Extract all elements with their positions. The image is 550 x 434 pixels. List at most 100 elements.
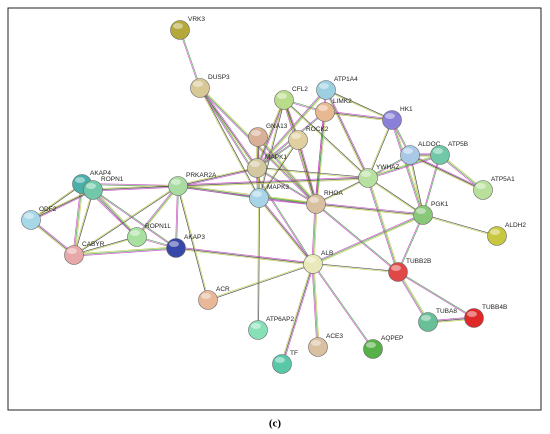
edge <box>258 136 318 204</box>
node-label: TF <box>290 350 298 357</box>
edge <box>283 100 368 179</box>
edge <box>315 204 398 273</box>
edge <box>257 197 259 330</box>
edge <box>282 264 315 365</box>
edge <box>255 89 326 168</box>
edge <box>312 264 398 273</box>
node-circle <box>363 339 383 359</box>
node: CFL2 <box>274 86 308 110</box>
node: ALB <box>303 250 333 274</box>
node-circle <box>400 145 420 165</box>
edge <box>284 99 369 178</box>
edge <box>366 178 398 273</box>
node-circle <box>64 245 84 265</box>
node: DUSP3 <box>190 74 230 98</box>
node-highlight <box>169 241 179 247</box>
edge <box>311 203 316 264</box>
node: YWHAZ <box>358 164 400 188</box>
node: ALDH2 <box>487 222 526 246</box>
node-label: TUBB4B <box>482 304 507 311</box>
node-circle <box>473 180 493 200</box>
node-label: YWHAZ <box>376 164 400 171</box>
edge <box>258 139 298 198</box>
edge <box>311 264 318 348</box>
node-circle <box>168 176 188 196</box>
edge <box>92 189 138 238</box>
edge <box>315 204 423 217</box>
edge <box>312 203 317 265</box>
edge <box>313 263 320 347</box>
edge <box>258 197 314 265</box>
edge <box>177 167 258 187</box>
node-highlight <box>490 229 500 235</box>
edge <box>177 177 369 187</box>
node-circle <box>464 308 484 328</box>
edge <box>200 87 260 198</box>
node: ATP5A1 <box>473 176 515 200</box>
node-label: DUSP3 <box>208 74 230 81</box>
edge <box>257 167 369 178</box>
node-highlight <box>309 197 319 203</box>
edge <box>397 214 423 272</box>
node-circle <box>413 205 433 225</box>
node-highlight <box>86 183 96 189</box>
node: MAPK1 <box>247 154 287 178</box>
node-circle <box>315 102 335 122</box>
edge <box>256 89 327 169</box>
node-highlight <box>250 161 260 167</box>
node: AKAP3 <box>166 234 205 258</box>
node-highlight <box>24 213 34 219</box>
edge <box>200 87 259 168</box>
edge <box>315 111 326 205</box>
edge <box>257 198 313 265</box>
node-circle <box>272 354 292 374</box>
edge <box>136 185 179 238</box>
node: PGK1 <box>413 201 449 225</box>
edge <box>177 186 208 301</box>
node: ACE3 <box>308 333 343 357</box>
frame <box>7 7 542 411</box>
edge <box>368 177 424 215</box>
node-label: ATP6AP2 <box>266 316 294 323</box>
edge <box>30 189 94 221</box>
edge <box>316 202 424 215</box>
node: VRK3 <box>170 16 205 40</box>
node-label: GNA13 <box>266 123 288 130</box>
node: ROPN1 <box>83 176 124 200</box>
edge <box>135 185 178 237</box>
node-label: HK1 <box>400 106 413 113</box>
edge <box>72 183 82 255</box>
edge <box>176 186 179 249</box>
edge <box>326 89 393 120</box>
node-highlight <box>433 148 443 154</box>
node-circle <box>247 158 267 178</box>
edge <box>180 29 201 88</box>
edge <box>73 247 177 256</box>
node-highlight <box>251 130 261 136</box>
edge <box>175 248 313 266</box>
edge <box>312 214 424 265</box>
edge <box>368 155 441 180</box>
edge <box>316 112 327 205</box>
node: ACR <box>198 286 230 310</box>
edge <box>367 178 423 216</box>
edge <box>398 215 424 273</box>
edge <box>368 120 393 179</box>
node-circle <box>190 78 210 98</box>
edge <box>178 185 209 300</box>
node-circle <box>306 194 326 214</box>
node-circle <box>288 130 308 150</box>
node-highlight <box>291 133 301 139</box>
edge <box>410 153 484 190</box>
node: ATP5B <box>430 141 468 165</box>
node: AQPEP <box>363 335 403 359</box>
node-highlight <box>75 177 85 183</box>
edge <box>257 90 328 169</box>
edge <box>313 263 399 272</box>
edge <box>398 271 475 318</box>
edge <box>255 99 284 168</box>
node-circle <box>358 168 378 188</box>
node-highlight <box>318 105 328 111</box>
node-label: AKAP4 <box>90 170 111 177</box>
node-highlight <box>251 323 261 329</box>
